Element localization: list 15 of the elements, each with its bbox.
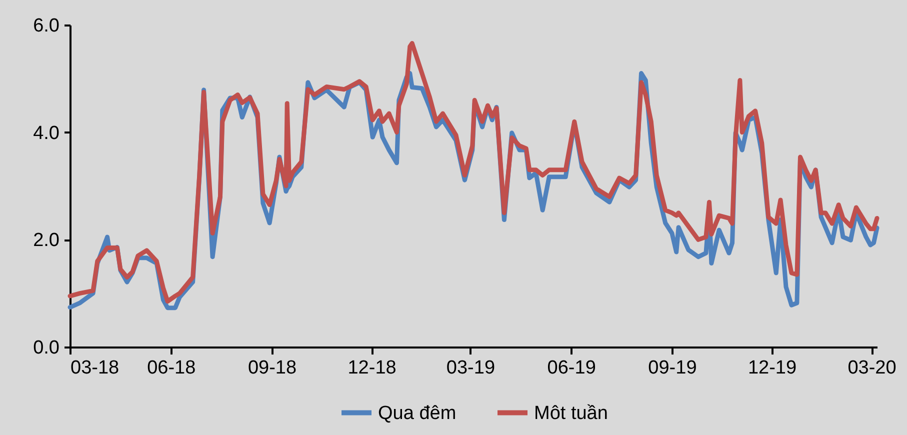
y-tick-label: 4.0 [33,122,60,144]
y-tick-label: 6.0 [33,16,60,36]
x-tick-label: 03-19 [446,358,496,378]
x-tick-label: 09-19 [648,358,697,378]
y-tick-label: 0.0 [33,338,60,358]
x-tick-label: 03-18 [70,358,120,378]
x-tick-label: 06-19 [547,358,596,378]
x-tick-label: 09-18 [248,358,297,378]
x-tick-label: 12-18 [348,358,396,378]
legend-label: Môt tuần [534,402,608,424]
x-tick-label: 06-18 [147,358,196,378]
x-tick-label: 03-20 [848,358,896,378]
y-tick-label: 2.0 [33,230,60,252]
legend-label: Qua đêm [378,402,456,424]
x-tick-label: 12-19 [748,358,797,378]
